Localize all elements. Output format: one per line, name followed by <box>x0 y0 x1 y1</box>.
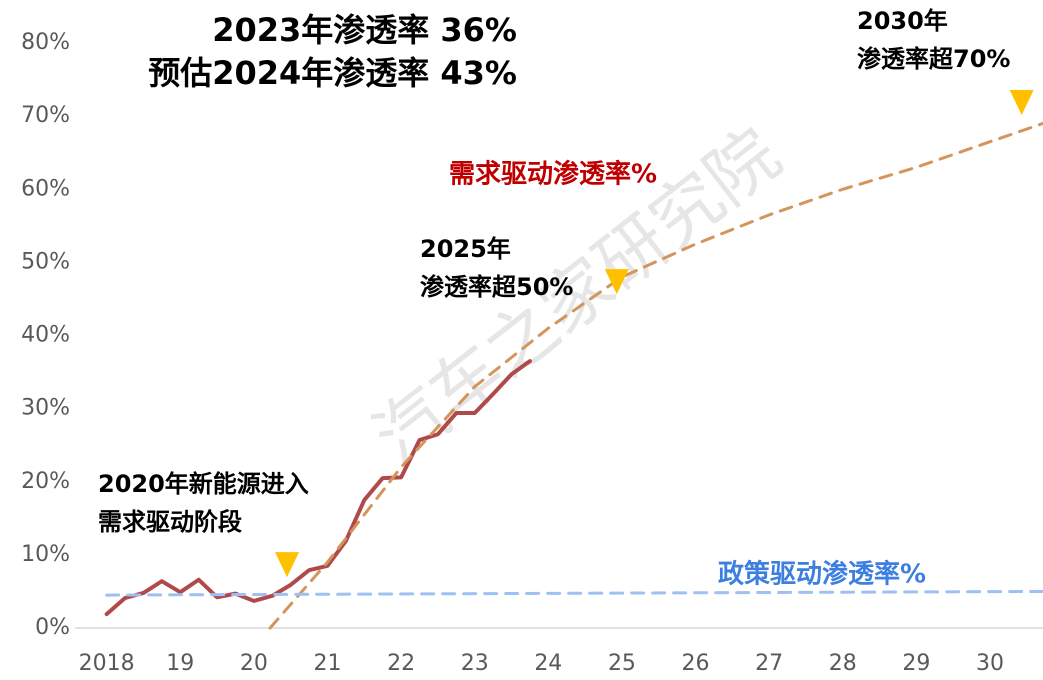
annotation: 渗透率超50% <box>420 273 573 301</box>
x-tick-label: 2018 <box>79 651 135 676</box>
annotation: 渗透率超70% <box>857 45 1010 73</box>
marker <box>604 269 629 295</box>
title-line: 2023年渗透率 36% <box>212 11 517 49</box>
y-tick-label: 60% <box>21 176 70 201</box>
x-tick-label: 22 <box>387 651 415 676</box>
y-tick-label: 0% <box>35 615 70 640</box>
x-tick-label: 26 <box>682 651 710 676</box>
y-tick-label: 40% <box>21 323 70 348</box>
x-tick-label: 28 <box>829 651 857 676</box>
y-tick-label: 50% <box>21 249 70 274</box>
x-tick-label: 19 <box>166 651 194 676</box>
y-tick-label: 30% <box>21 396 70 421</box>
annotation: 需求驱动阶段 <box>98 508 242 536</box>
series-label: 需求驱动渗透率% <box>449 159 657 190</box>
series-label: 政策驱动渗透率% <box>718 559 926 590</box>
marker <box>1009 89 1034 115</box>
title-line: 预估2024年渗透率 43% <box>148 54 517 92</box>
x-tick-label: 25 <box>608 651 636 676</box>
y-tick-label: 80% <box>21 30 70 55</box>
annotation: 2030年 <box>857 7 948 35</box>
y-tick-label: 70% <box>21 103 70 128</box>
x-tick-label: 27 <box>755 651 783 676</box>
series-line <box>104 359 532 617</box>
y-tick-label: 10% <box>21 542 70 567</box>
x-tick-label: 30 <box>976 651 1004 676</box>
annotation: 2020年新能源进入 <box>98 470 309 498</box>
annotation: 2025年 <box>420 235 511 263</box>
y-tick-label: 20% <box>21 469 70 494</box>
x-tick-label: 29 <box>902 651 930 676</box>
x-tick-label: 24 <box>534 651 562 676</box>
x-tick-label: 23 <box>461 651 489 676</box>
series-line <box>105 589 1043 597</box>
x-tick-label: 21 <box>313 651 341 676</box>
x-tick-label: 20 <box>240 651 268 676</box>
marker <box>275 552 300 578</box>
series-line <box>268 121 1043 630</box>
